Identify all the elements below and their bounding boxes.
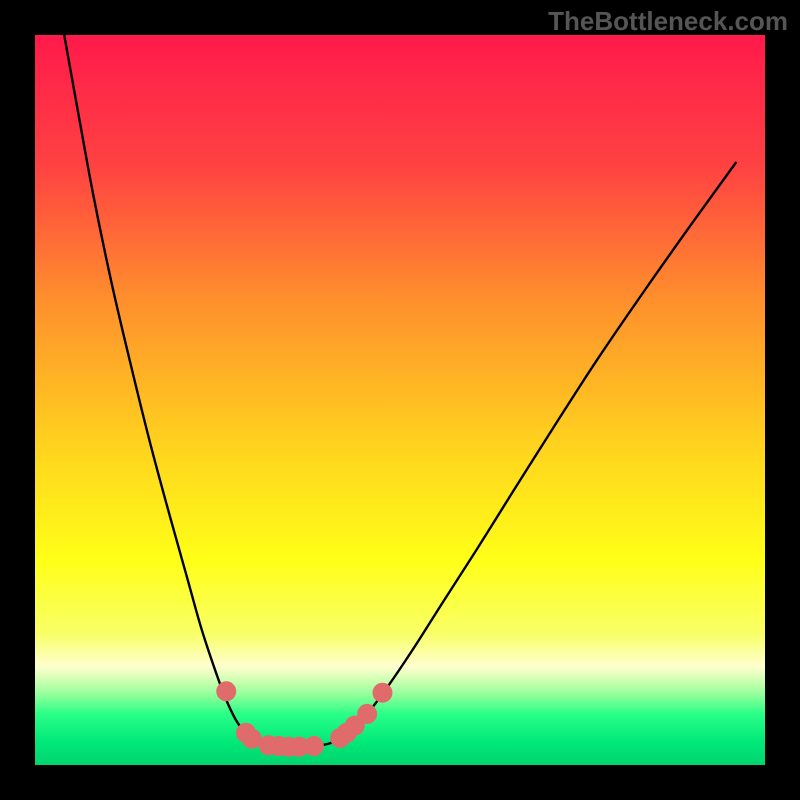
plot-area [35,35,765,765]
plot-svg [35,35,765,765]
data-marker [217,682,236,701]
data-marker [304,737,323,756]
chart-canvas: TheBottleneck.com [0,0,800,800]
data-marker [242,729,261,748]
gradient-background [35,35,765,765]
data-marker [373,683,392,702]
data-marker [358,704,377,723]
watermark-label: TheBottleneck.com [548,6,788,37]
